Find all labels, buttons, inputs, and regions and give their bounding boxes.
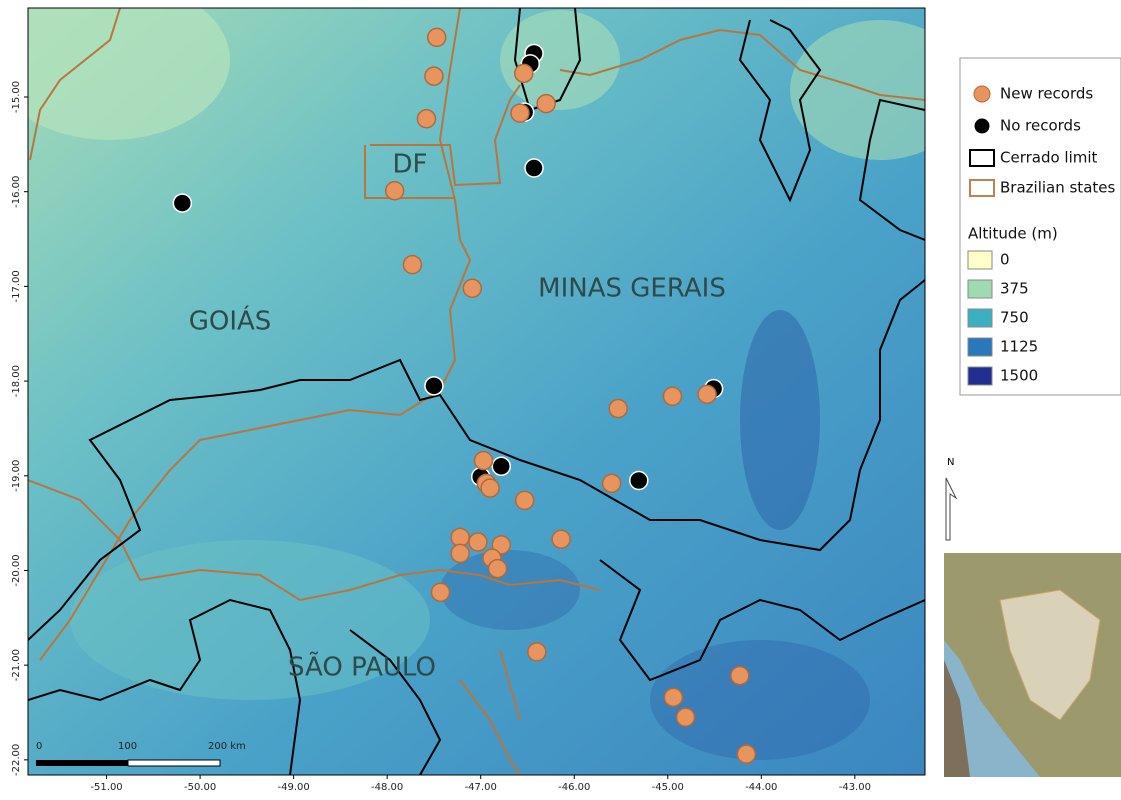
y-tick-label: -21.00 <box>11 649 22 681</box>
scale-segment <box>128 760 220 766</box>
scale-label: 200 km <box>208 741 246 752</box>
record-point <box>511 104 529 122</box>
legend-label: New records <box>1000 85 1093 103</box>
record-point <box>630 472 648 490</box>
record-point <box>552 530 570 548</box>
record-point <box>677 708 695 726</box>
record-point <box>386 182 404 200</box>
y-tick-label: -22.00 <box>11 744 22 776</box>
record-point <box>537 95 555 113</box>
record-point <box>428 28 446 46</box>
record-point <box>425 67 443 85</box>
scale-label: 100 <box>118 741 137 752</box>
altitude-swatch <box>968 367 992 385</box>
record-point <box>173 194 191 212</box>
record-point <box>417 110 435 128</box>
legend-label: Cerrado limit <box>1000 149 1098 167</box>
x-tick-label: -45.00 <box>652 782 684 793</box>
legend-label: No records <box>1000 117 1081 135</box>
altitude-swatch <box>968 280 992 298</box>
y-tick-label: -20.00 <box>11 554 22 586</box>
inset-map <box>944 553 1121 777</box>
altitude-swatch <box>968 338 992 356</box>
altitude-swatch <box>968 309 992 327</box>
record-point <box>431 583 449 601</box>
x-tick-label: -49.00 <box>278 782 310 793</box>
highland <box>650 640 870 760</box>
record-point <box>463 279 481 297</box>
region-label: DF <box>393 150 428 180</box>
legend-label: Brazilian states <box>1000 179 1115 197</box>
map-area: DF GOIÁS MINAS GERAIS SÃO PAULO 0 100 20… <box>0 0 970 775</box>
record-point <box>451 544 469 562</box>
y-tick-label: -19.00 <box>11 460 22 492</box>
highland <box>740 310 820 530</box>
scale-segment <box>36 760 128 766</box>
y-tick-label: -16.00 <box>11 176 22 208</box>
record-point <box>469 533 487 551</box>
record-point <box>515 64 533 82</box>
region-label: MINAS GERAIS <box>538 274 726 304</box>
legend-swatch <box>974 118 990 134</box>
y-tick-label: -18.00 <box>11 365 22 397</box>
record-point <box>731 667 749 685</box>
north-arrow: N <box>946 457 956 540</box>
region-label: GOIÁS <box>189 305 272 337</box>
record-point <box>481 479 499 497</box>
legend: New records No records Cerrado limit Brazil… <box>960 58 1121 395</box>
x-tick-label: -48.00 <box>371 782 403 793</box>
y-tick-label: -17.00 <box>11 270 22 302</box>
altitude-label: 375 <box>1000 280 1029 298</box>
scale-label: 0 <box>36 741 42 752</box>
record-point <box>698 385 716 403</box>
altitude-label: 1125 <box>1000 338 1038 356</box>
x-tick-label: -46.00 <box>558 782 590 793</box>
north-arrow-shape <box>946 478 956 540</box>
x-tick-label: -44.00 <box>745 782 777 793</box>
record-point <box>603 474 621 492</box>
record-point <box>516 491 534 509</box>
record-point <box>475 452 493 470</box>
altitude-label: 750 <box>1000 309 1029 327</box>
record-point <box>425 377 443 395</box>
record-point <box>451 528 469 546</box>
legend-swatch <box>974 86 990 102</box>
record-point <box>525 159 543 177</box>
region-label: SÃO PAULO <box>288 651 436 683</box>
x-tick-label: -47.00 <box>465 782 497 793</box>
record-point <box>663 387 681 405</box>
record-point <box>609 400 627 418</box>
map-figure: DF GOIÁS MINAS GERAIS SÃO PAULO 0 100 20… <box>0 0 1121 796</box>
record-point <box>737 745 755 763</box>
x-tick-label: -43.00 <box>839 782 871 793</box>
record-point <box>528 643 546 661</box>
record-point <box>664 688 682 706</box>
altitude-label: 0 <box>1000 251 1010 269</box>
record-point <box>492 457 510 475</box>
y-tick-label: -15.00 <box>11 81 22 113</box>
x-tick-label: -51.00 <box>90 782 122 793</box>
record-point <box>403 256 421 274</box>
altitude-swatch <box>968 251 992 269</box>
lowland <box>790 20 970 160</box>
legend-title: Altitude (m) <box>968 225 1058 243</box>
x-tick-label: -50.00 <box>184 782 216 793</box>
north-label: N <box>947 457 954 468</box>
altitude-label: 1500 <box>1000 367 1038 385</box>
record-point <box>489 560 507 578</box>
